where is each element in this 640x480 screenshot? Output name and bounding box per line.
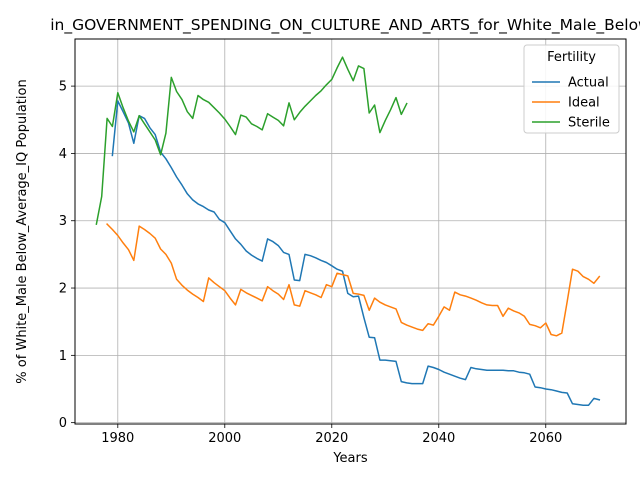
legend-items: Actual Ideal Sterile: [532, 76, 610, 131]
y-tick-label: 5: [59, 80, 67, 95]
series-line-actual: [111, 100, 601, 406]
x-axis-ticks: 1980 2000 2020 2040 2060: [101, 424, 562, 446]
plot-area-frame: [74, 38, 627, 425]
y-tick-label: 3: [59, 214, 67, 229]
y-axis-ticks: 0 1 2 3 4 5: [59, 80, 75, 431]
x-tick-label: 2000: [208, 431, 241, 446]
series-line-ideal: [106, 223, 601, 337]
legend: Fertility Actual Ideal Sterile: [523, 44, 620, 134]
legend-label-actual: Actual: [568, 76, 609, 91]
x-tick-label: 2060: [529, 431, 562, 446]
legend-title: Fertility: [547, 50, 596, 65]
legend-label-sterile: Sterile: [568, 116, 610, 131]
y-tick-label: 4: [59, 147, 67, 162]
x-axis-label: Years: [332, 451, 368, 466]
legend-box: [523, 44, 620, 134]
y-tick-label: 0: [59, 416, 67, 431]
y-axis-label: % of White_Male Below_Average_IQ Populat…: [15, 79, 30, 383]
legend-label-ideal: Ideal: [568, 96, 600, 111]
x-tick-label: 2040: [422, 431, 455, 446]
x-tick-label: 2020: [315, 431, 348, 446]
y-tick-label: 1: [59, 349, 67, 364]
y-tick-label: 2: [59, 282, 67, 297]
chart-title: in_GOVERNMENT_SPENDING_ON_CULTURE_AND_AR…: [50, 16, 640, 35]
series-line-sterile: [95, 56, 408, 225]
series-lines: [95, 56, 601, 406]
x-tick-label: 1980: [101, 431, 134, 446]
